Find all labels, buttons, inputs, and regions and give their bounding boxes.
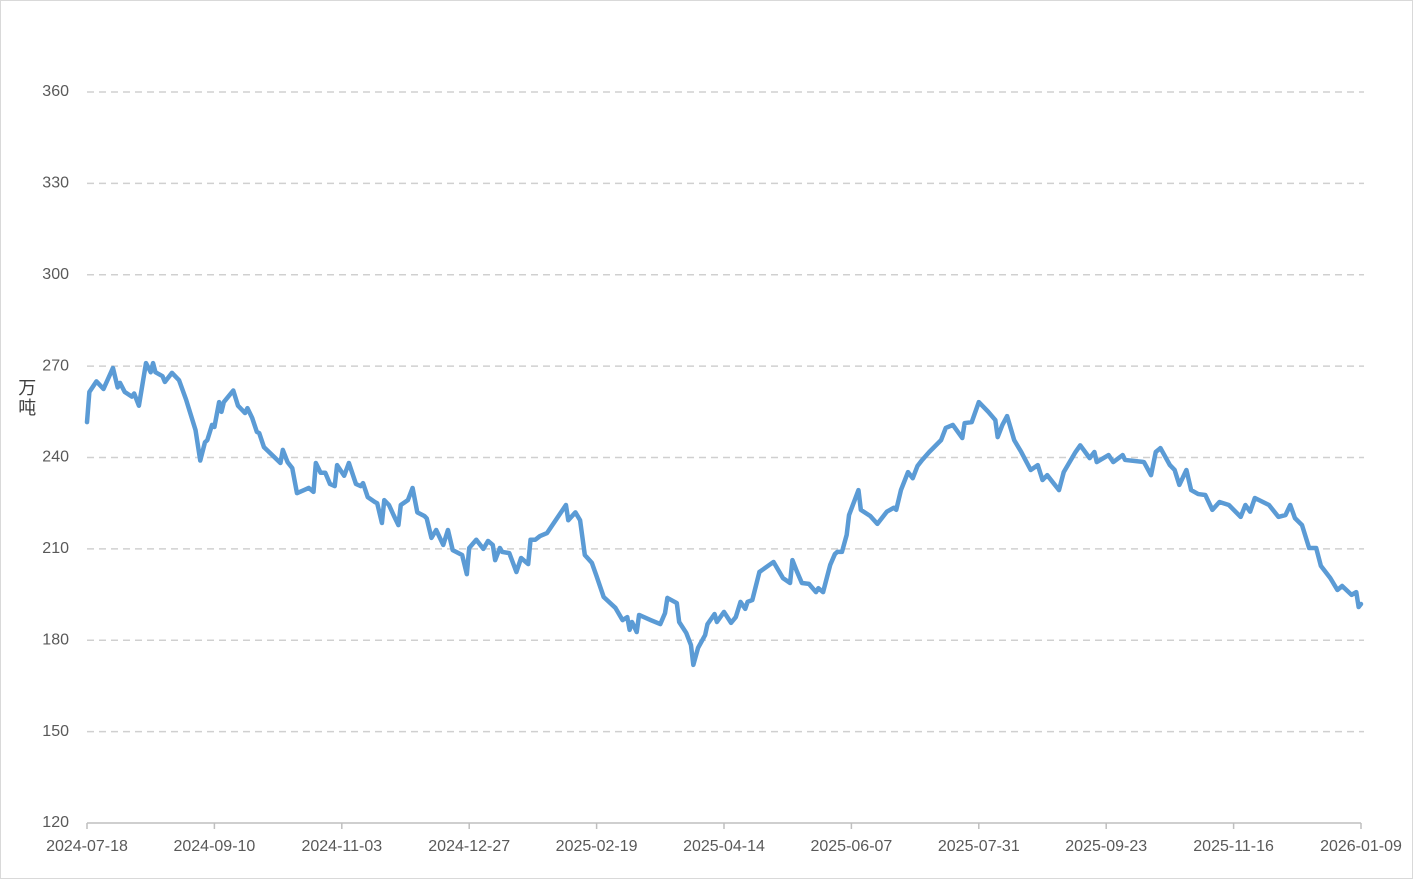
x-tick-label: 2024-11-03 <box>301 838 382 855</box>
data-line <box>84 360 1364 668</box>
x-tick-label: 2024-09-10 <box>173 838 255 855</box>
x-tick-label: 2026-01-09 <box>1320 838 1402 855</box>
x-tick-label: 2025-02-19 <box>556 838 638 855</box>
y-tick-label: 330 <box>42 175 69 192</box>
y-tick-label: 360 <box>42 83 69 100</box>
x-tick-label: 2025-04-14 <box>683 838 765 855</box>
x-tick-label: 2024-07-18 <box>46 838 128 855</box>
y-tick-label: 120 <box>42 814 69 831</box>
y-tick-label: 210 <box>42 540 69 557</box>
x-tick-label: 2025-07-31 <box>938 838 1020 855</box>
y-tick-label: 180 <box>42 631 69 648</box>
y-tick-label: 150 <box>42 723 69 740</box>
x-tick-label: 2024-12-27 <box>428 838 510 855</box>
y-tick-label: 300 <box>42 266 69 283</box>
y-axis-label: 万吨 <box>16 378 36 418</box>
x-tick-label: 2025-11-16 <box>1193 838 1274 855</box>
y-tick-label: 240 <box>42 449 69 466</box>
x-tick-label: 2025-09-23 <box>1065 838 1147 855</box>
x-tick-label: 2025-06-07 <box>810 838 892 855</box>
y-tick-label: 270 <box>42 357 69 374</box>
